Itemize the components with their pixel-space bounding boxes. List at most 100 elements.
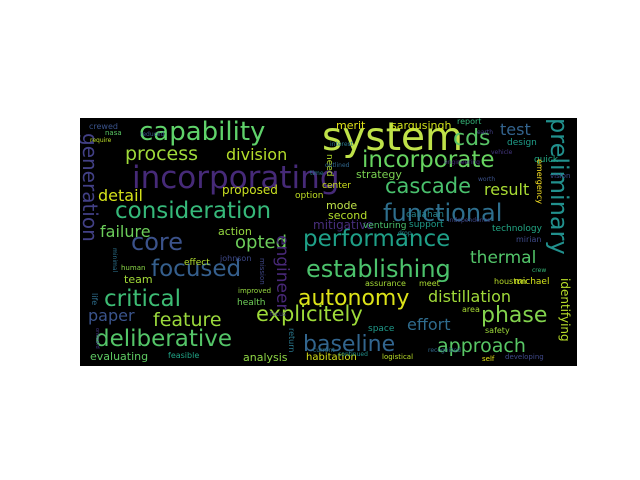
cloud-word-emergency: emergency [535,159,544,204]
cloud-word-result: result [484,180,530,199]
cloud-word-earth: earth [477,129,493,136]
cloud-word-performance: performance [303,226,451,252]
cloud-word-autonomy: autonomy [298,286,410,311]
cloud-word-continued: continued [338,351,368,358]
cloud-word-consideration: consideration [115,198,272,224]
cloud-word-return: return [287,328,296,353]
cloud-word-phase: phase [481,303,548,328]
cloud-word-incorporate: incorporate [362,147,495,173]
cloud-word-mitigative: mitigative [313,218,374,232]
cloud-word-habitation: habitation [306,352,357,363]
cloud-word-focus: focus [270,311,287,318]
cloud-word-preliminary: preliminary [545,118,573,255]
cloud-word-logistical: logistical [382,353,414,361]
cloud-word-establishing: establishing [306,255,451,283]
cloud-word-mission: mission [258,258,266,285]
cloud-word-design: design [507,138,537,148]
cloud-word-drop: drop [398,230,412,237]
cloud-word-thermal: thermal [470,248,537,268]
cloud-word-report: report [457,118,482,126]
cloud-word-capability: capability [139,118,266,147]
cloud-word-distillation: distillation [428,287,511,306]
cloud-word-health: health [237,298,266,308]
cloud-word-improved: improved [238,287,272,295]
cloud-word-require: require [90,137,112,144]
cloud-word-failure: failure [100,222,151,241]
cloud-word-analysis: analysis [243,351,288,364]
cloud-word-michael: michael [514,277,550,287]
cloud-word-system: system [322,118,463,160]
cloud-word-evaluating: evaluating [90,350,149,363]
cloud-word-houston: houston [494,277,527,286]
cloud-word-effort: effort [407,315,451,334]
cloud-word-feasible: feasible [168,351,200,360]
cloud-word-proposed: proposed [222,183,278,197]
cloud-word-option: option [295,191,324,201]
cloud-word-approach: approach [437,335,526,357]
cloud-word-minimal: minimal [111,248,118,273]
cloud-word-independence: independence [448,217,491,224]
cloud-word-baseline: baseline [303,332,396,357]
cloud-word-cascade: cascade [385,174,472,198]
cloud-word-incorporating: incorporating [132,160,340,196]
cloud-word-effect: effect [184,258,210,268]
cloud-word-callahan: callahan [406,210,444,220]
cloud-word-human: human [121,264,146,272]
cloud-word-action: action [218,225,252,238]
cloud-word-self: self [482,355,495,363]
cloud-word-critical: critical [104,286,182,312]
cloud-word-cds: cds [453,126,491,151]
cloud-word-time: time [310,170,324,177]
cloud-word-outlined: outlined [325,162,350,169]
cloud-word-developing: developing [505,353,544,361]
cloud-word-area: area [462,305,480,314]
cloud-word-process: process [125,143,199,165]
cloud-word-identifying: identifying [558,278,572,342]
cloud-word-focused: focused [151,256,242,282]
cloud-word-opted: opted [235,232,287,253]
cloud-word-functional: functional [383,199,503,227]
cloud-word-current: current [313,347,335,354]
cloud-word-mode: mode [326,199,358,212]
cloud-word-mirian: mirian [516,235,542,244]
cloud-word-center: center [322,181,351,191]
cloud-word-quick: quick [534,155,559,165]
cloud-word-second: second [328,209,368,222]
cloud-word-nasa: nasa [105,129,122,137]
cloud-word-engineer: engineer [272,235,292,311]
cloud-word-team: team [124,273,153,286]
cloud-word-interest: interest [330,141,354,148]
cloud-word-strategy: strategy [356,168,402,181]
cloud-word-detail: detail [98,186,143,205]
cloud-word-paper: paper [88,306,135,325]
cloud-word-crew: crew [532,267,547,274]
word-cloud: system capability incorporating incorporate… [80,118,577,366]
cloud-word-crewed: crewed [89,122,118,131]
cloud-word-core: core [131,228,183,256]
cloud-word-sargusingh: sargusingh [391,119,452,132]
cloud-word-johnson: johnson [220,254,252,263]
cloud-word-test: test [500,120,531,139]
cloud-word-space: space [368,324,395,334]
cloud-word-engineering: engineering [444,159,480,166]
cloud-word-vehicle: vehicle [491,149,513,156]
cloud-word-vision: vision [550,172,571,180]
cloud-word-feature: feature [153,309,222,331]
cloud-word-safety: safety [485,326,510,335]
cloud-word-generation: generation [80,133,102,242]
cloud-word-venturing: venturing [363,221,407,231]
cloud-word-support: support [409,220,444,230]
cloud-word-onboard: onboard [94,328,100,349]
cloud-word-division: division [226,145,288,164]
cloud-word-worth: worth [478,176,496,183]
cloud-word-assurance: assurance [365,279,406,288]
cloud-word-recognized: recognized [428,347,461,354]
cloud-word-meet: meet [419,279,440,288]
cloud-word-explicitely: explicitely [256,302,363,326]
cloud-word-reduced: reduced [140,131,165,138]
cloud-word-merit: merit [336,119,366,132]
cloud-word-life: life [90,293,99,306]
cloud-word-technology: technology [492,224,542,234]
cloud-word-deliberative: deliberative [95,326,233,352]
